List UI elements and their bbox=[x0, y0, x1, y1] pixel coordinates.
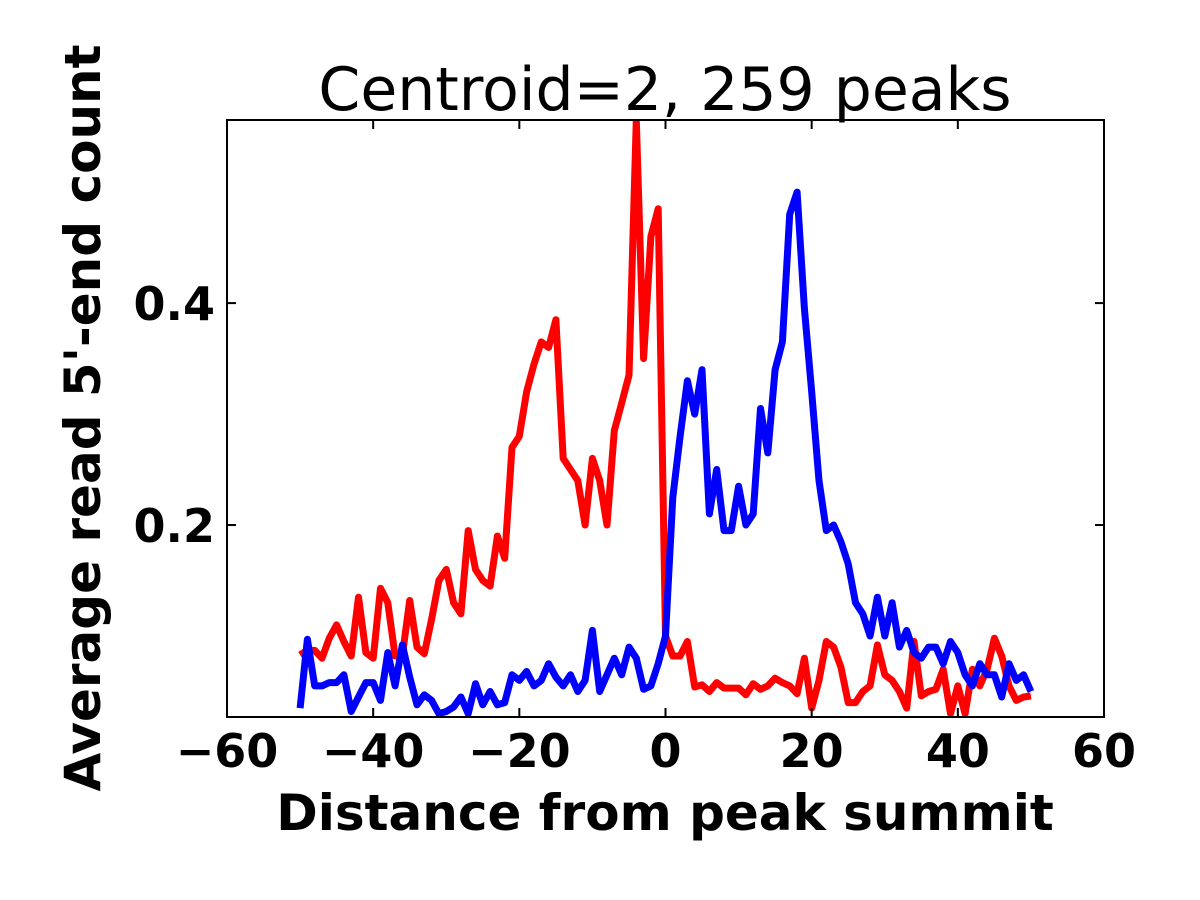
y-tick-label: 0.4 bbox=[134, 277, 216, 331]
y-tick-label: 0.2 bbox=[134, 499, 216, 553]
x-tick-label: 60 bbox=[1072, 724, 1136, 778]
x-axis-label: Distance from peak summit bbox=[276, 784, 1054, 842]
y-axis-label: Average read 5'-end count bbox=[54, 44, 112, 791]
ticks-layer: −60 −40 −20 0 20 40 60 0.2 0.4 bbox=[134, 120, 1136, 778]
series-layer bbox=[296, 120, 1035, 717]
x-tick-label: 0 bbox=[649, 724, 681, 778]
series-line-2 bbox=[296, 188, 1035, 717]
x-tick-label: −40 bbox=[322, 724, 425, 778]
x-tick-label: 20 bbox=[780, 724, 844, 778]
chart-title: Centroid=2, 259 peaks bbox=[318, 55, 1011, 125]
x-tick-label: −20 bbox=[468, 724, 571, 778]
x-tick-label: 40 bbox=[926, 724, 990, 778]
x-tick-label: −60 bbox=[176, 724, 279, 778]
